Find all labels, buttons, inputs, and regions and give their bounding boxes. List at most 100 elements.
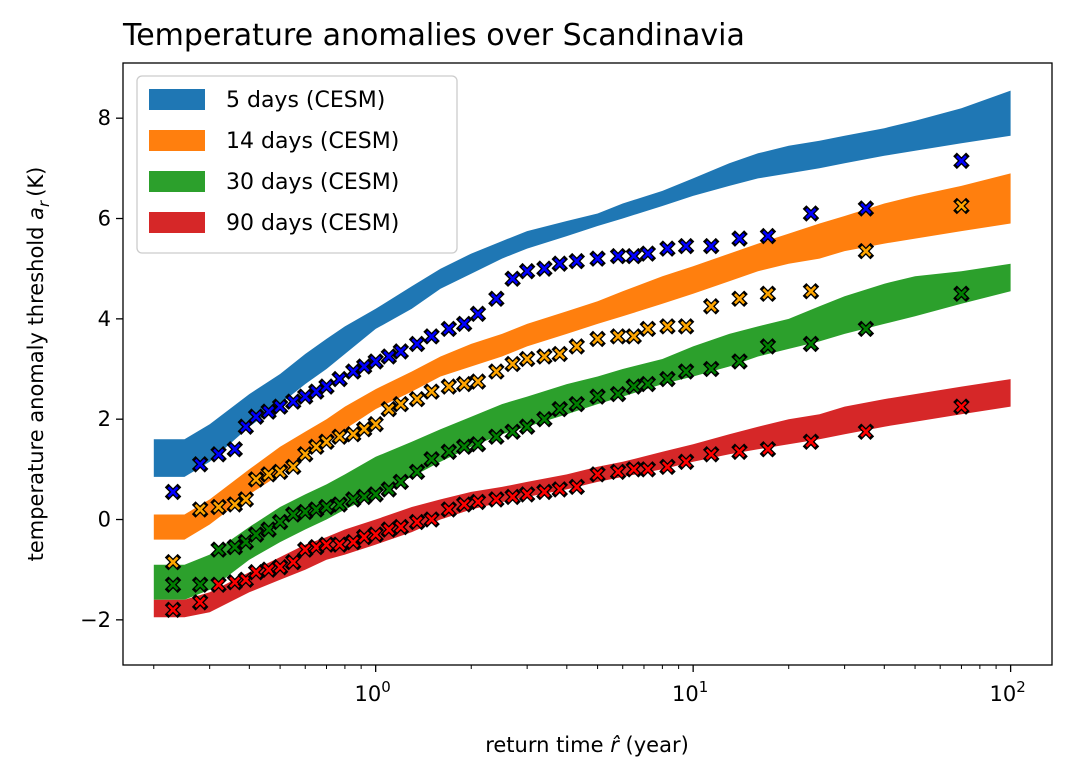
marker-2-38 [759, 285, 777, 303]
marker-3-30 [589, 388, 606, 405]
marker-3-20 [423, 451, 440, 468]
marker-1-3 [210, 446, 227, 463]
marker-4-31 [609, 463, 627, 481]
marker-3-14 [344, 491, 362, 508]
x-axis: 100 101 102 [153, 665, 1026, 706]
marker-2-1 [164, 553, 182, 571]
marker-3-13 [331, 496, 348, 513]
marker-3-32 [625, 378, 643, 395]
marker-2-21 [440, 378, 458, 395]
marker-3-21 [440, 443, 458, 461]
band-3 [153, 263, 1011, 600]
y-tick-label-4: 4 [98, 307, 111, 331]
marker-3-4 [226, 538, 244, 556]
marker-4-26 [518, 486, 536, 503]
marker-2-28 [551, 345, 569, 363]
legend-label-3: 30 days (CESM) [226, 170, 399, 195]
marker-4-20 [423, 511, 440, 528]
marker-1-39 [802, 205, 820, 222]
marker-1-13 [331, 370, 348, 388]
marker-3-27 [536, 410, 553, 428]
marker-3-23 [469, 435, 487, 453]
marker-1-11 [308, 383, 325, 400]
marker-1-27 [536, 260, 553, 277]
marker-1-2 [191, 456, 209, 473]
marker-2-11 [308, 438, 325, 456]
marker-3-36 [702, 360, 720, 378]
marker-2-25 [504, 355, 521, 373]
marker-1-25 [504, 270, 521, 287]
marker-2-26 [518, 350, 536, 368]
marker-2-9 [284, 458, 302, 476]
marker-2-5 [237, 491, 255, 508]
marker-4-36 [702, 446, 720, 463]
marker-3-2 [191, 576, 209, 594]
marker-1-26 [518, 262, 536, 280]
marker-4-35 [677, 453, 695, 471]
marker-1-16 [367, 353, 384, 370]
marker-4-40 [857, 423, 875, 441]
marker-2-19 [408, 390, 426, 408]
marker-2-18 [392, 395, 410, 413]
marker-2-35 [677, 318, 695, 335]
marker-3-34 [659, 370, 676, 388]
marker-3-10 [296, 503, 314, 521]
legend-swatch-4 [149, 212, 205, 233]
marker-4-23 [469, 493, 487, 511]
marker-2-31 [609, 328, 627, 345]
marker-1-38 [759, 227, 777, 245]
marker-3-16 [367, 486, 384, 503]
marker-2-41 [953, 197, 970, 215]
marker-1-6 [247, 408, 265, 425]
marker-4-22 [455, 496, 473, 513]
marker-1-31 [609, 247, 627, 265]
marker-4-27 [536, 483, 553, 501]
marker-2-17 [380, 400, 398, 418]
marker-4-39 [802, 433, 820, 451]
marker-2-36 [702, 298, 720, 315]
y-tick-label-1: −2 [80, 608, 111, 632]
x-tick-label-2: 101 [672, 678, 708, 706]
marker-4-12 [318, 536, 335, 553]
marker-1-41 [953, 152, 970, 170]
marker-4-32 [625, 461, 643, 478]
marker-4-37 [731, 443, 748, 461]
marker-4-41 [953, 398, 970, 415]
marker-1-40 [857, 200, 875, 217]
marker-3-25 [504, 423, 521, 441]
marker-3-18 [392, 473, 410, 491]
marker-1-17 [380, 348, 398, 365]
marker-4-19 [408, 513, 426, 531]
marker-3-3 [210, 541, 227, 558]
marker-3-7 [260, 521, 277, 538]
marker-2-14 [344, 425, 362, 443]
marker-1-12 [318, 378, 335, 395]
marker-3-19 [408, 463, 426, 481]
marker-1-32 [625, 247, 643, 265]
x-axis-label: return time r̂ (year) [485, 733, 689, 757]
marker-3-24 [488, 428, 505, 446]
marker-2-30 [589, 330, 606, 348]
marker-4-4 [226, 573, 244, 591]
marker-3-9 [284, 506, 302, 523]
marker-4-8 [271, 558, 289, 576]
marker-1-35 [677, 237, 695, 255]
band-2 [153, 173, 1011, 540]
marker-2-7 [260, 466, 277, 483]
marker-4-25 [504, 488, 521, 506]
marker-3-33 [639, 375, 657, 393]
marker-4-18 [392, 518, 410, 536]
legend-swatch-2 [149, 130, 205, 151]
marker-1-19 [408, 335, 426, 353]
marker-1-20 [423, 328, 440, 345]
marker-1-15 [355, 358, 373, 375]
marker-3-35 [677, 363, 695, 380]
marker-3-8 [271, 513, 289, 531]
marker-4-13 [331, 536, 348, 553]
marker-4-3 [210, 576, 227, 594]
marker-2-34 [659, 318, 676, 335]
marker-4-7 [260, 561, 277, 578]
marker-3-12 [318, 498, 335, 516]
legend-swatch-3 [149, 171, 205, 192]
